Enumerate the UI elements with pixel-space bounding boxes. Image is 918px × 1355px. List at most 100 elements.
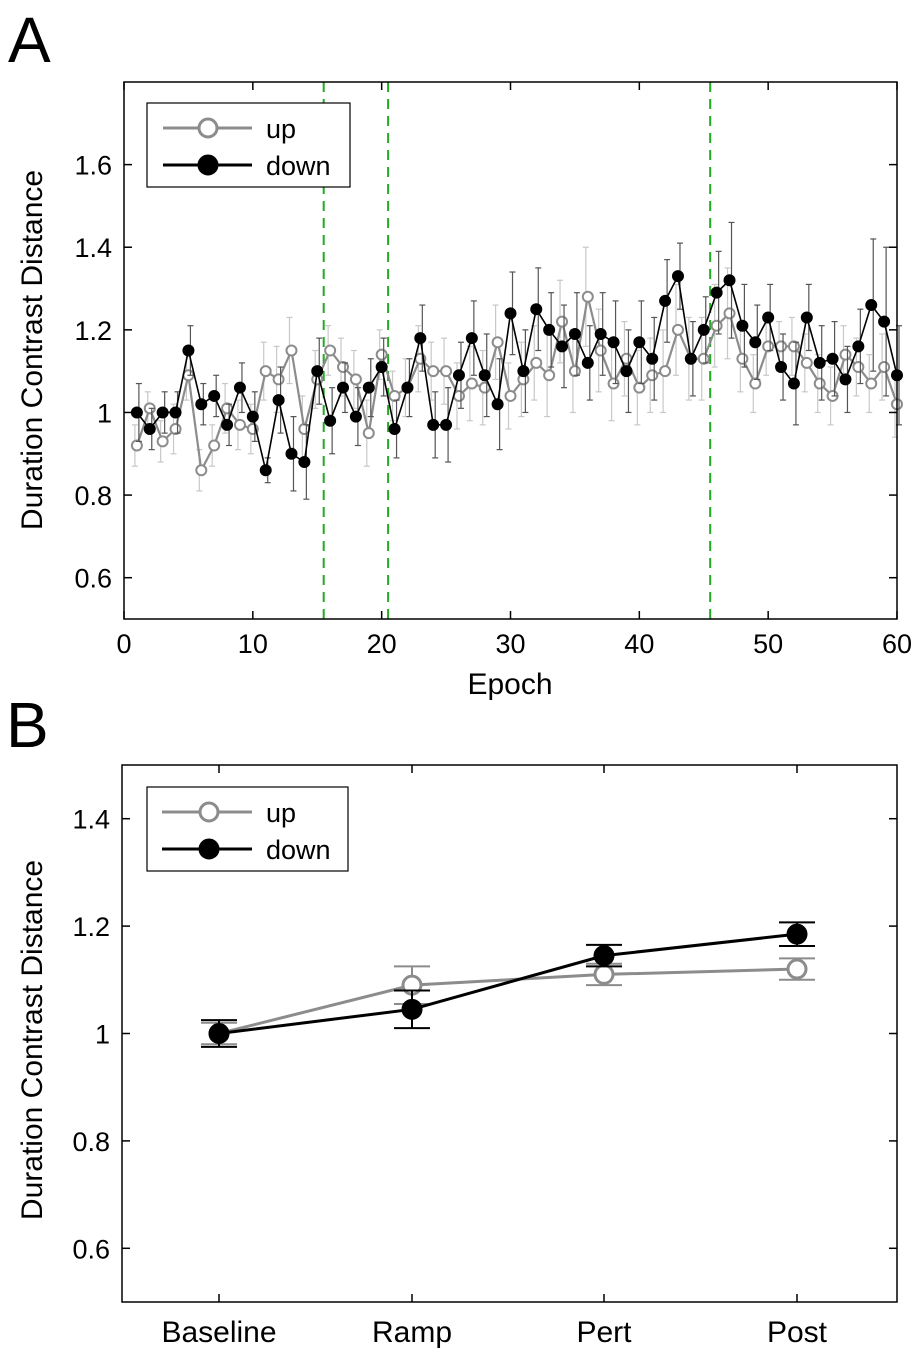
a-point-down bbox=[568, 327, 581, 340]
a-point-up bbox=[530, 356, 543, 369]
a-point-down bbox=[427, 418, 440, 431]
b-y-axis-label: Duration Contrast Distance bbox=[16, 860, 49, 1220]
a-point-down bbox=[452, 369, 465, 382]
a-point-down bbox=[130, 406, 143, 419]
a-point-down bbox=[156, 406, 169, 419]
a-y-tick-label: 1.2 bbox=[74, 316, 112, 346]
a-point-up bbox=[195, 464, 208, 477]
b-legend-up-marker bbox=[198, 801, 220, 823]
a-point-up bbox=[388, 389, 401, 402]
a-point-up bbox=[208, 439, 221, 452]
a-point-down bbox=[878, 315, 891, 328]
a-point-down bbox=[349, 410, 362, 423]
a-point-down bbox=[594, 327, 607, 340]
a-point-down bbox=[787, 377, 800, 390]
a-point-up bbox=[671, 323, 684, 336]
a-point-down bbox=[440, 418, 453, 431]
a-point-down bbox=[852, 340, 865, 353]
a-y-tick-label: 0.8 bbox=[74, 481, 112, 511]
b-y-tick-label: 0.8 bbox=[72, 1127, 110, 1157]
b-y-tick-label: 0.6 bbox=[72, 1234, 110, 1264]
b-legend-box bbox=[146, 786, 349, 872]
a-point-up bbox=[775, 340, 788, 353]
a-x-tick-label: 0 bbox=[116, 629, 131, 659]
a-point-down bbox=[723, 274, 736, 287]
a-point-up bbox=[633, 381, 646, 394]
a-point-up bbox=[800, 356, 813, 369]
a-point-up bbox=[349, 373, 362, 386]
b-legend-down-label: down bbox=[266, 835, 331, 865]
panel-label-a: A bbox=[8, 4, 51, 76]
a-point-up bbox=[723, 307, 736, 320]
a-point-up bbox=[568, 365, 581, 378]
a-point-up bbox=[130, 439, 143, 452]
a-point-up bbox=[221, 402, 234, 415]
a-point-down bbox=[337, 381, 350, 394]
a-point-down bbox=[517, 365, 530, 378]
panel-label-b: B bbox=[6, 689, 49, 761]
a-point-up bbox=[813, 377, 826, 390]
a-point-down bbox=[272, 394, 285, 407]
a-point-down bbox=[607, 336, 620, 349]
b-legend-up-label: up bbox=[266, 798, 296, 828]
b-x-tick-label: Baseline bbox=[161, 1316, 276, 1349]
b-point-up bbox=[786, 958, 808, 980]
b-y-tick-label: 1.2 bbox=[72, 912, 110, 942]
a-legend-down-label: down bbox=[266, 151, 331, 181]
b-series-down bbox=[201, 921, 815, 1048]
a-point-up bbox=[324, 344, 337, 357]
a-point-down bbox=[697, 323, 710, 336]
a-point-down bbox=[749, 336, 762, 349]
a-point-down bbox=[671, 270, 684, 283]
a-point-up bbox=[839, 348, 852, 361]
a-point-up bbox=[259, 365, 272, 378]
b-point-down bbox=[786, 923, 808, 945]
a-point-down bbox=[659, 294, 672, 307]
a-point-up bbox=[233, 418, 246, 431]
a-point-up bbox=[465, 377, 478, 390]
a-y-tick-label: 1.4 bbox=[74, 233, 112, 263]
b-x-tick-label: Ramp bbox=[372, 1316, 452, 1349]
a-point-down bbox=[285, 447, 298, 460]
a-point-down bbox=[388, 422, 401, 435]
a-point-down bbox=[208, 389, 221, 402]
a-point-up bbox=[556, 315, 569, 328]
b-line-down bbox=[218, 932, 798, 1035]
a-point-down bbox=[182, 344, 195, 357]
a-point-up bbox=[427, 365, 440, 378]
a-point-up bbox=[594, 344, 607, 357]
a-point-down bbox=[684, 352, 697, 365]
a-point-down bbox=[839, 373, 852, 386]
a-point-down bbox=[401, 381, 414, 394]
a-y-axis-label: Duration Contrast Distance bbox=[16, 170, 49, 530]
a-x-tick-label: 30 bbox=[495, 629, 525, 659]
a-x-tick-label: 60 bbox=[882, 629, 912, 659]
b-point-down bbox=[208, 1023, 230, 1044]
b-point-down bbox=[401, 998, 423, 1020]
a-point-down bbox=[465, 332, 478, 345]
a-point-down bbox=[259, 464, 272, 477]
a-point-down bbox=[324, 414, 337, 427]
a-point-down bbox=[246, 410, 259, 423]
a-point-up bbox=[169, 422, 182, 435]
a-point-down bbox=[311, 365, 324, 378]
a-point-down bbox=[169, 406, 182, 419]
a-x-tick-label: 10 bbox=[238, 629, 268, 659]
a-point-down bbox=[581, 356, 594, 369]
a-point-up bbox=[491, 336, 504, 349]
a-point-down bbox=[221, 418, 234, 431]
a-point-down bbox=[736, 319, 749, 332]
a-point-down bbox=[298, 456, 311, 469]
a-legend-up-marker bbox=[197, 117, 219, 139]
a-x-tick-label: 20 bbox=[367, 629, 397, 659]
b-line-up bbox=[218, 967, 798, 1035]
b-legend-down-marker bbox=[198, 838, 220, 860]
a-point-down bbox=[233, 381, 246, 394]
a-point-down bbox=[646, 352, 659, 365]
a-point-up bbox=[697, 352, 710, 365]
a-point-down bbox=[375, 361, 388, 374]
a-point-up bbox=[452, 389, 465, 402]
a-point-up bbox=[440, 365, 453, 378]
a-point-down bbox=[556, 340, 569, 353]
